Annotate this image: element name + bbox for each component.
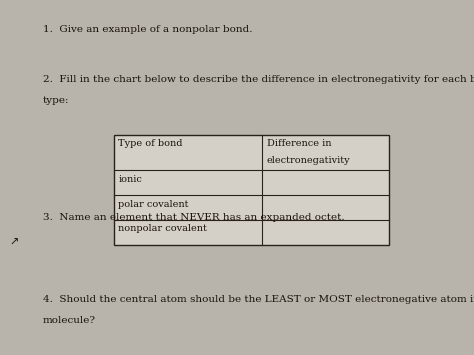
Text: nonpolar covalent: nonpolar covalent — [118, 224, 207, 233]
Text: Difference in: Difference in — [267, 139, 331, 148]
Text: ionic: ionic — [118, 175, 142, 184]
Text: electronegativity: electronegativity — [267, 156, 351, 165]
Text: ↗: ↗ — [9, 238, 19, 248]
Text: molecule?: molecule? — [43, 316, 96, 325]
Text: 1.  Give an example of a nonpolar bond.: 1. Give an example of a nonpolar bond. — [43, 25, 252, 34]
Text: 4.  Should the central atom should be the LEAST or MOST electronegative atom in : 4. Should the central atom should be the… — [43, 295, 474, 304]
Text: type:: type: — [43, 96, 69, 105]
Text: 3.  Name an element that NEVER has an expanded octet.: 3. Name an element that NEVER has an exp… — [43, 213, 344, 222]
Text: polar covalent: polar covalent — [118, 200, 189, 208]
Text: Type of bond: Type of bond — [118, 139, 183, 148]
Text: 2.  Fill in the chart below to describe the difference in electronegativity for : 2. Fill in the chart below to describe t… — [43, 75, 474, 83]
Bar — [114, 135, 389, 245]
